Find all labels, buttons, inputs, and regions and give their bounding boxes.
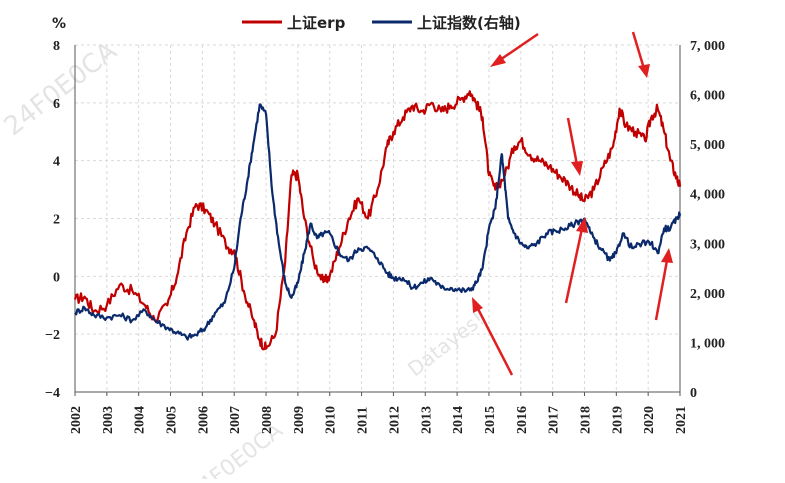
legend-label-erp: 上证erp <box>287 14 346 32</box>
y-right-tick-label: 6, 000 <box>690 89 725 104</box>
x-tick-label: 2014 <box>451 406 466 434</box>
annotation-arrow <box>564 217 588 304</box>
annotation-arrow <box>566 117 583 176</box>
annotation-arrows <box>472 31 673 376</box>
left-unit-label: % <box>52 16 66 32</box>
annotation-arrow <box>654 248 673 321</box>
y-left-tick-label: 2 <box>53 213 60 228</box>
annotation-arrow <box>472 297 514 376</box>
x-tick-label: 2019 <box>610 406 625 434</box>
y-right-tick-label: 0 <box>690 386 697 401</box>
x-tick-label: 2015 <box>483 406 498 434</box>
x-tick-label: 2002 <box>69 406 84 434</box>
x-tick-label: 2012 <box>387 406 402 434</box>
series-layer <box>73 90 682 351</box>
x-tick-label: 2020 <box>642 406 657 434</box>
x-tick-label: 2021 <box>674 406 689 434</box>
annotation-arrow <box>490 32 539 67</box>
y-right-tick-label: 3, 000 <box>690 237 725 252</box>
series-line-index <box>74 103 682 341</box>
y-right-tick-label: 7, 000 <box>690 39 725 54</box>
x-tick-label: 2007 <box>228 406 243 434</box>
series-line-erp <box>73 90 682 351</box>
y-left-tick-label: 8 <box>53 39 60 54</box>
y-left-tick-label: −4 <box>45 386 60 401</box>
grid <box>74 44 681 393</box>
left-axis-ticks: 8 6 4 2 0 −2 −4 <box>45 39 60 401</box>
y-left-tick-label: −2 <box>45 328 60 343</box>
x-tick-label: 2016 <box>515 406 530 434</box>
x-tick-label: 2013 <box>419 406 434 434</box>
x-tick-label: 2006 <box>196 406 211 434</box>
legend-label-index: 上证指数(右轴) <box>417 14 521 32</box>
y-left-tick-label: 6 <box>53 97 60 112</box>
annotation-arrow <box>631 31 650 78</box>
watermark: 24F0E0CA <box>0 36 123 142</box>
x-tick-label: 2010 <box>324 406 339 434</box>
x-tick-label: 2009 <box>292 406 307 434</box>
x-tick-label: 2003 <box>101 406 116 434</box>
y-left-tick-label: 4 <box>53 155 60 170</box>
x-tick-label: 2018 <box>578 406 593 434</box>
right-axis-ticks: 7, 000 6, 000 5, 000 4, 000 3, 000 2, 000 1, 0… <box>690 39 725 401</box>
x-axis-ticks: 2002 2003 2004 2005 2006 2007 2008 2009 2010 2011… <box>69 392 689 434</box>
x-tick-label: 2005 <box>165 406 180 434</box>
y-right-tick-label: 2, 000 <box>690 287 725 302</box>
x-tick-label: 2011 <box>356 407 371 434</box>
y-right-tick-label: 1, 000 <box>690 336 725 351</box>
x-tick-label: 2017 <box>547 406 562 434</box>
x-tick-label: 2008 <box>260 406 275 434</box>
x-tick-label: 2004 <box>133 406 148 434</box>
y-right-tick-label: 5, 000 <box>690 138 725 153</box>
y-left-tick-label: 0 <box>53 270 60 285</box>
watermark: Datayes! <box>403 307 489 382</box>
y-right-tick-label: 4, 000 <box>690 188 725 203</box>
legend: 上证erp 上证指数(右轴) <box>242 14 521 32</box>
